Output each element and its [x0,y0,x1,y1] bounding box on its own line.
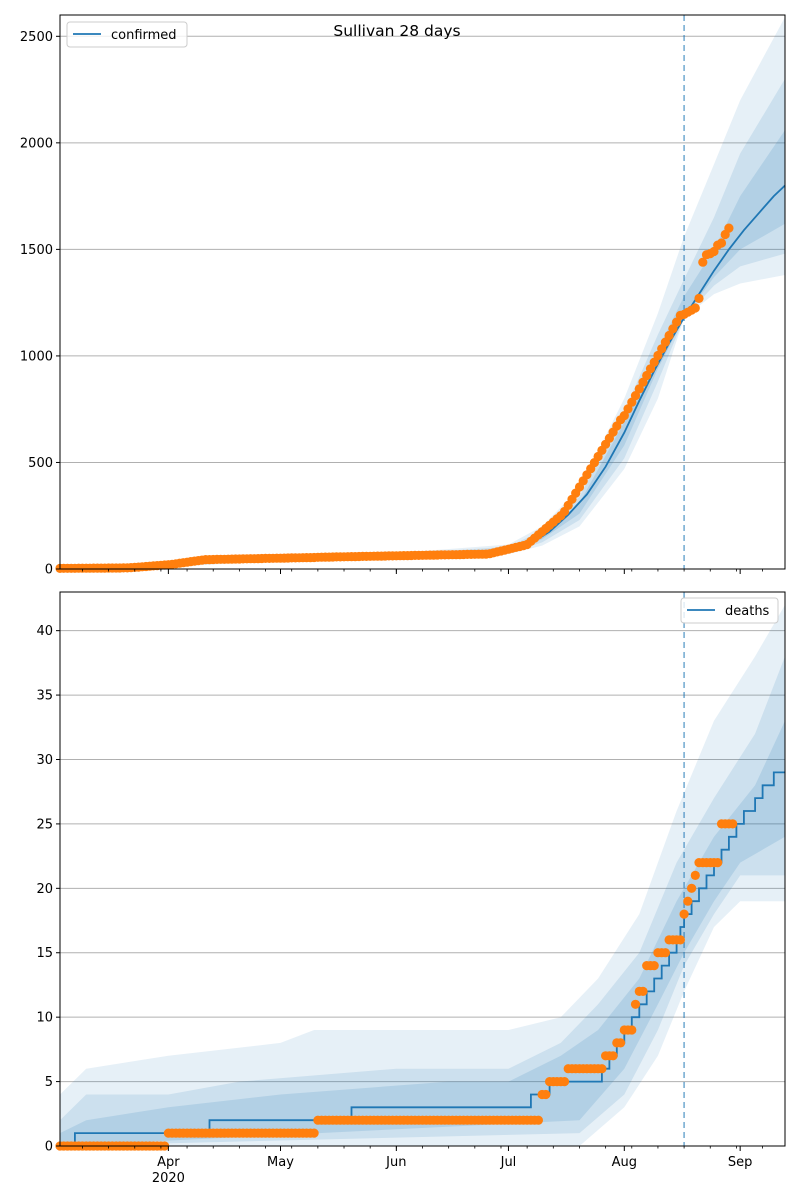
x-axis-ticks [82,569,763,574]
observed-point [630,391,641,401]
legend-box [680,597,779,624]
y-tick-label: 20 [36,882,53,897]
observed-point [687,883,697,893]
observed-point [642,370,652,381]
x-tick-label: Sep [728,1155,753,1170]
y-tick-label: 30 [36,753,53,768]
y-tick-label: 1000 [20,349,53,364]
x-tick-sublabel: 2020 [152,1171,185,1186]
observed-points [55,223,734,574]
legend-label: confirmed [111,28,177,43]
observed-point [309,1128,319,1138]
x-tick-label: Jul [500,1155,517,1170]
y-tick-label: 35 [36,689,53,704]
observed-point [559,1077,570,1087]
observed-point [675,935,686,945]
y-tick-label: 0 [45,1140,53,1155]
observed-point [541,1089,551,1100]
observed-point [690,303,700,313]
y-tick-label: 2000 [20,136,53,151]
observed-point [698,257,708,267]
observed-point [627,1025,637,1035]
legend-deaths: deaths [680,597,779,624]
legend-label: deaths [725,604,770,619]
y-axis-ticks: 0 500 1000 1500 2000 2500 [20,30,60,578]
observed-point [638,377,648,387]
observed-point [713,858,723,868]
y-tick-label: 5 [45,1075,53,1090]
observed-point [657,344,667,354]
confirmed-panel: 0 500 1000 1500 2000 2500 Sullivan 28 days co… [20,14,786,578]
observed-point [597,1064,607,1074]
observed-point [664,330,674,341]
observed-point [616,1038,626,1048]
observed-point [653,350,663,361]
uncertainty-bands [60,604,785,1146]
observed-point [694,293,704,303]
observed-point [533,1115,544,1125]
y-axis-ticks: 0 5 10 15 20 25 30 35 40 [36,624,60,1155]
x-tick-label: Jun [385,1155,406,1170]
legend-confirmed: confirmed [66,21,188,48]
observed-point [668,324,678,334]
observed-point [649,961,659,971]
observed-point [683,896,693,906]
observed-point [660,948,671,958]
observed-point [679,909,689,919]
observed-point [619,411,629,421]
observed-point [649,357,659,367]
observed-point [716,238,727,248]
observed-point [638,986,648,997]
chart-title: Sullivan 28 days [333,22,460,40]
y-tick-label: 10 [36,1011,53,1026]
x-tick-label: Apr [157,1155,180,1170]
y-tick-label: 1500 [20,243,53,258]
observed-point [690,870,700,881]
uncertainty-band [60,656,785,1146]
uncertainty-band [60,604,785,1146]
y-tick-label: 40 [36,624,53,639]
observed-point [724,223,734,233]
observed-point [630,999,641,1009]
y-tick-label: 15 [36,946,53,961]
y-tick-label: 25 [36,817,53,832]
observed-points [55,819,738,1151]
y-tick-label: 2500 [20,30,53,45]
y-tick-label: 0 [45,563,53,578]
observed-point [728,819,738,829]
observed-point [623,404,633,414]
x-tick-label: May [267,1155,294,1170]
legend-box [66,21,188,48]
observed-point [608,1051,618,1061]
y-tick-label: 500 [28,456,53,471]
observed-point [672,317,682,327]
uncertainty-band [60,720,785,1146]
observed-point [634,384,644,394]
x-tick-label: Aug [612,1155,637,1170]
